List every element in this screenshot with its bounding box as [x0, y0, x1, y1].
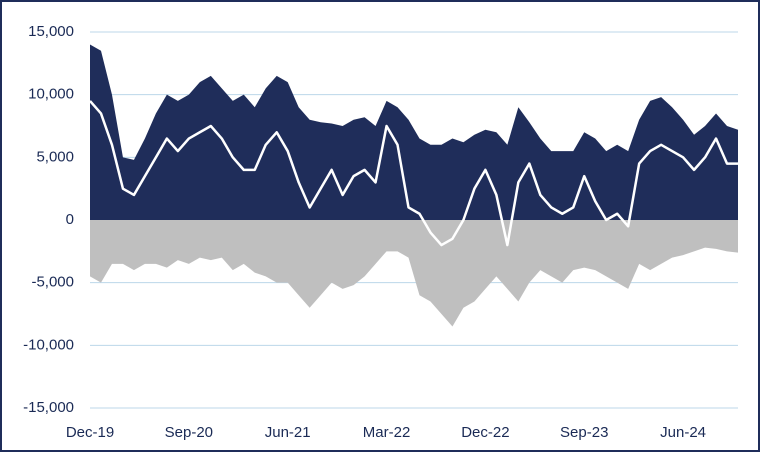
x-tick-label: Sep-23 — [560, 424, 608, 441]
y-tick-label: -5,000 — [31, 274, 74, 291]
x-tick-label: Dec-19 — [66, 424, 114, 441]
y-tick-label: -15,000 — [23, 399, 74, 416]
x-tick-label: Jun-24 — [660, 424, 706, 441]
line — [89, 100, 738, 247]
y-tick-label: 15,000 — [28, 23, 74, 40]
area — [90, 220, 738, 327]
y-tick-label: 10,000 — [28, 86, 74, 103]
area — [90, 44, 738, 221]
y-tick-label: 5,000 — [36, 148, 74, 165]
x-tick-label: Jun-21 — [265, 424, 311, 441]
y-tick-label: 0 — [66, 211, 74, 228]
y-tick-label: -10,000 — [23, 336, 74, 353]
x-tick-label: Dec-22 — [461, 424, 509, 441]
x-tick-label: Sep-20 — [165, 424, 213, 441]
x-tick-label: Mar-22 — [363, 424, 411, 441]
